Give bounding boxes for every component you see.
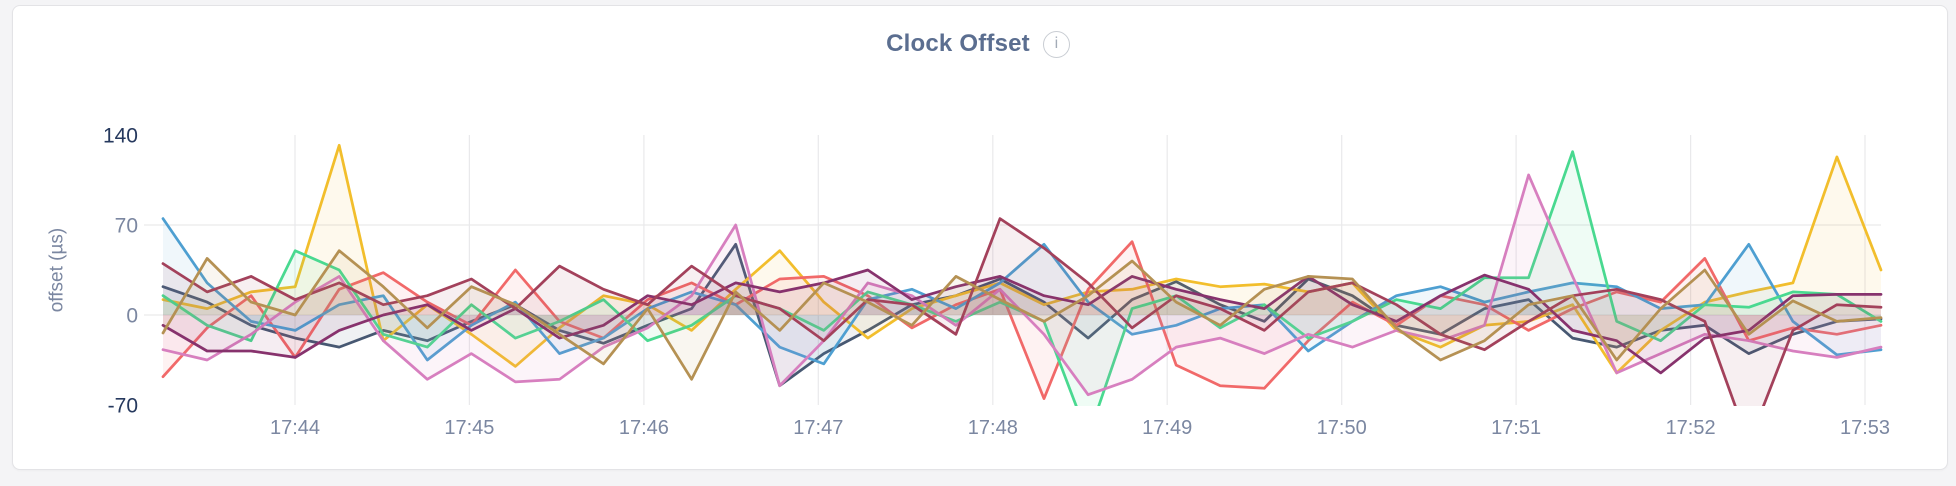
x-axis-tick-label: 17:48 <box>968 417 1018 439</box>
info-icon[interactable]: i <box>1042 30 1070 58</box>
y-axis-tick-label: 0 <box>126 305 138 328</box>
series-area-series-2 <box>163 145 1881 373</box>
x-axis-tick-label: 17:46 <box>619 417 669 439</box>
x-axis-tick-label: 17:47 <box>793 417 843 439</box>
series-line-series-3 <box>161 240 1883 400</box>
chart-title: Clock Offset <box>886 30 1030 57</box>
series-line-series-2 <box>161 143 1883 375</box>
chart-header: Clock Offset i <box>0 26 1956 62</box>
x-axis-tick-label: 17:53 <box>1840 417 1890 439</box>
series-area-series-9 <box>163 250 1881 380</box>
series-line-series-9 <box>161 249 1883 381</box>
series-area-series-6 <box>163 174 1881 395</box>
series-layer <box>161 143 1883 406</box>
y-axis-title: offset (µs) <box>47 228 68 313</box>
x-axis-tick-label: 17:51 <box>1491 417 1541 439</box>
series-line-series-4 <box>161 217 1883 366</box>
series-area-series-7 <box>163 270 1881 373</box>
chart-card <box>12 5 1948 470</box>
series-line-series-1 <box>161 242 1883 388</box>
x-axis-tick-label: 17:45 <box>444 417 494 439</box>
y-axis-tick-label: -70 <box>108 395 138 418</box>
x-axis-tick-label: 17:50 <box>1317 417 1367 439</box>
series-line-series-7 <box>161 268 1883 375</box>
series-line-series-8 <box>161 217 1883 406</box>
series-area-series-5 <box>163 151 1881 406</box>
x-axis-tick-label: 17:49 <box>1142 417 1192 439</box>
series-area-series-8 <box>163 218 1881 406</box>
x-axis-tick-label: 17:52 <box>1666 417 1716 439</box>
y-axis-tick-label: 70 <box>115 215 138 238</box>
x-axis-tick-label: 17:44 <box>270 417 320 439</box>
series-area-series-3 <box>163 241 1881 399</box>
y-axis-tick-label: 140 <box>103 125 138 148</box>
series-area-series-1 <box>163 244 1881 386</box>
x-axis: 17:44 17:45 17:46 17:47 17:48 17:49 17:50 17:51… <box>270 135 1890 439</box>
